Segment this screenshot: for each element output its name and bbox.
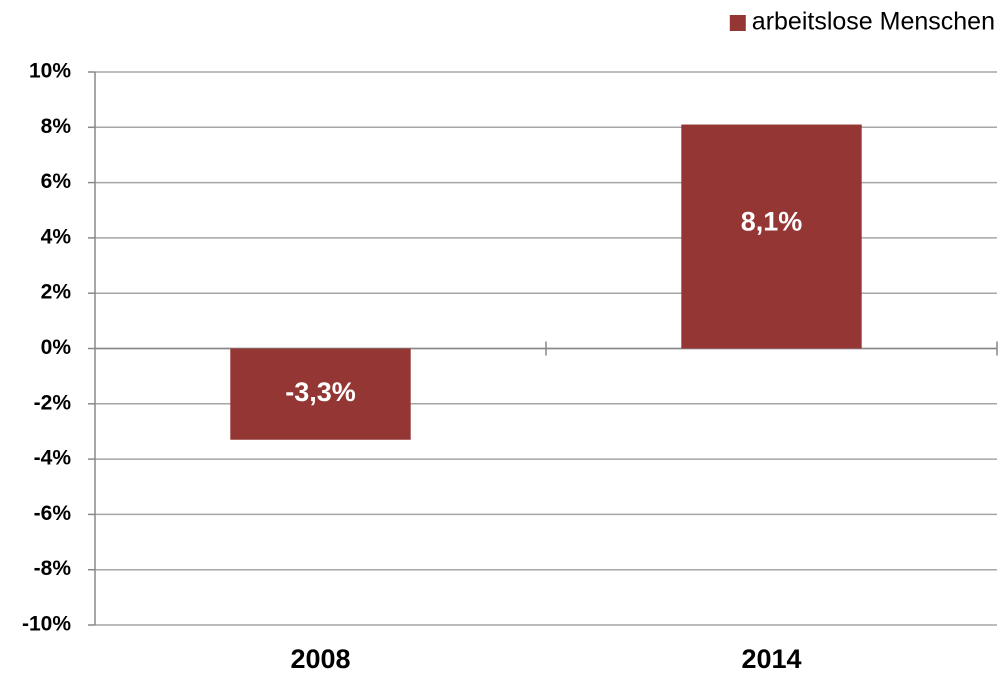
bar (681, 124, 862, 349)
x-tick-label: 2008 (290, 644, 350, 674)
value-label: 8,1% (741, 207, 803, 237)
y-tick-label: 2% (41, 281, 72, 304)
y-tick-label: -2% (34, 391, 72, 414)
y-tick-label: 10% (29, 60, 71, 83)
y-tick-label: -8% (34, 557, 72, 580)
y-tick-label: -6% (34, 502, 72, 525)
value-label: -3,3% (285, 377, 356, 407)
bar (230, 348, 411, 440)
x-tick-label: 2014 (741, 644, 801, 674)
y-tick-label: 4% (41, 225, 72, 248)
y-tick-label: 6% (41, 170, 72, 193)
y-tick-label: -4% (34, 447, 72, 470)
y-tick-label: -10% (22, 613, 71, 636)
legend-label: arbeitslose Menschen (752, 8, 995, 36)
y-tick-label: 0% (41, 336, 72, 359)
legend-swatch (729, 15, 746, 31)
y-tick-label: 8% (41, 115, 72, 138)
